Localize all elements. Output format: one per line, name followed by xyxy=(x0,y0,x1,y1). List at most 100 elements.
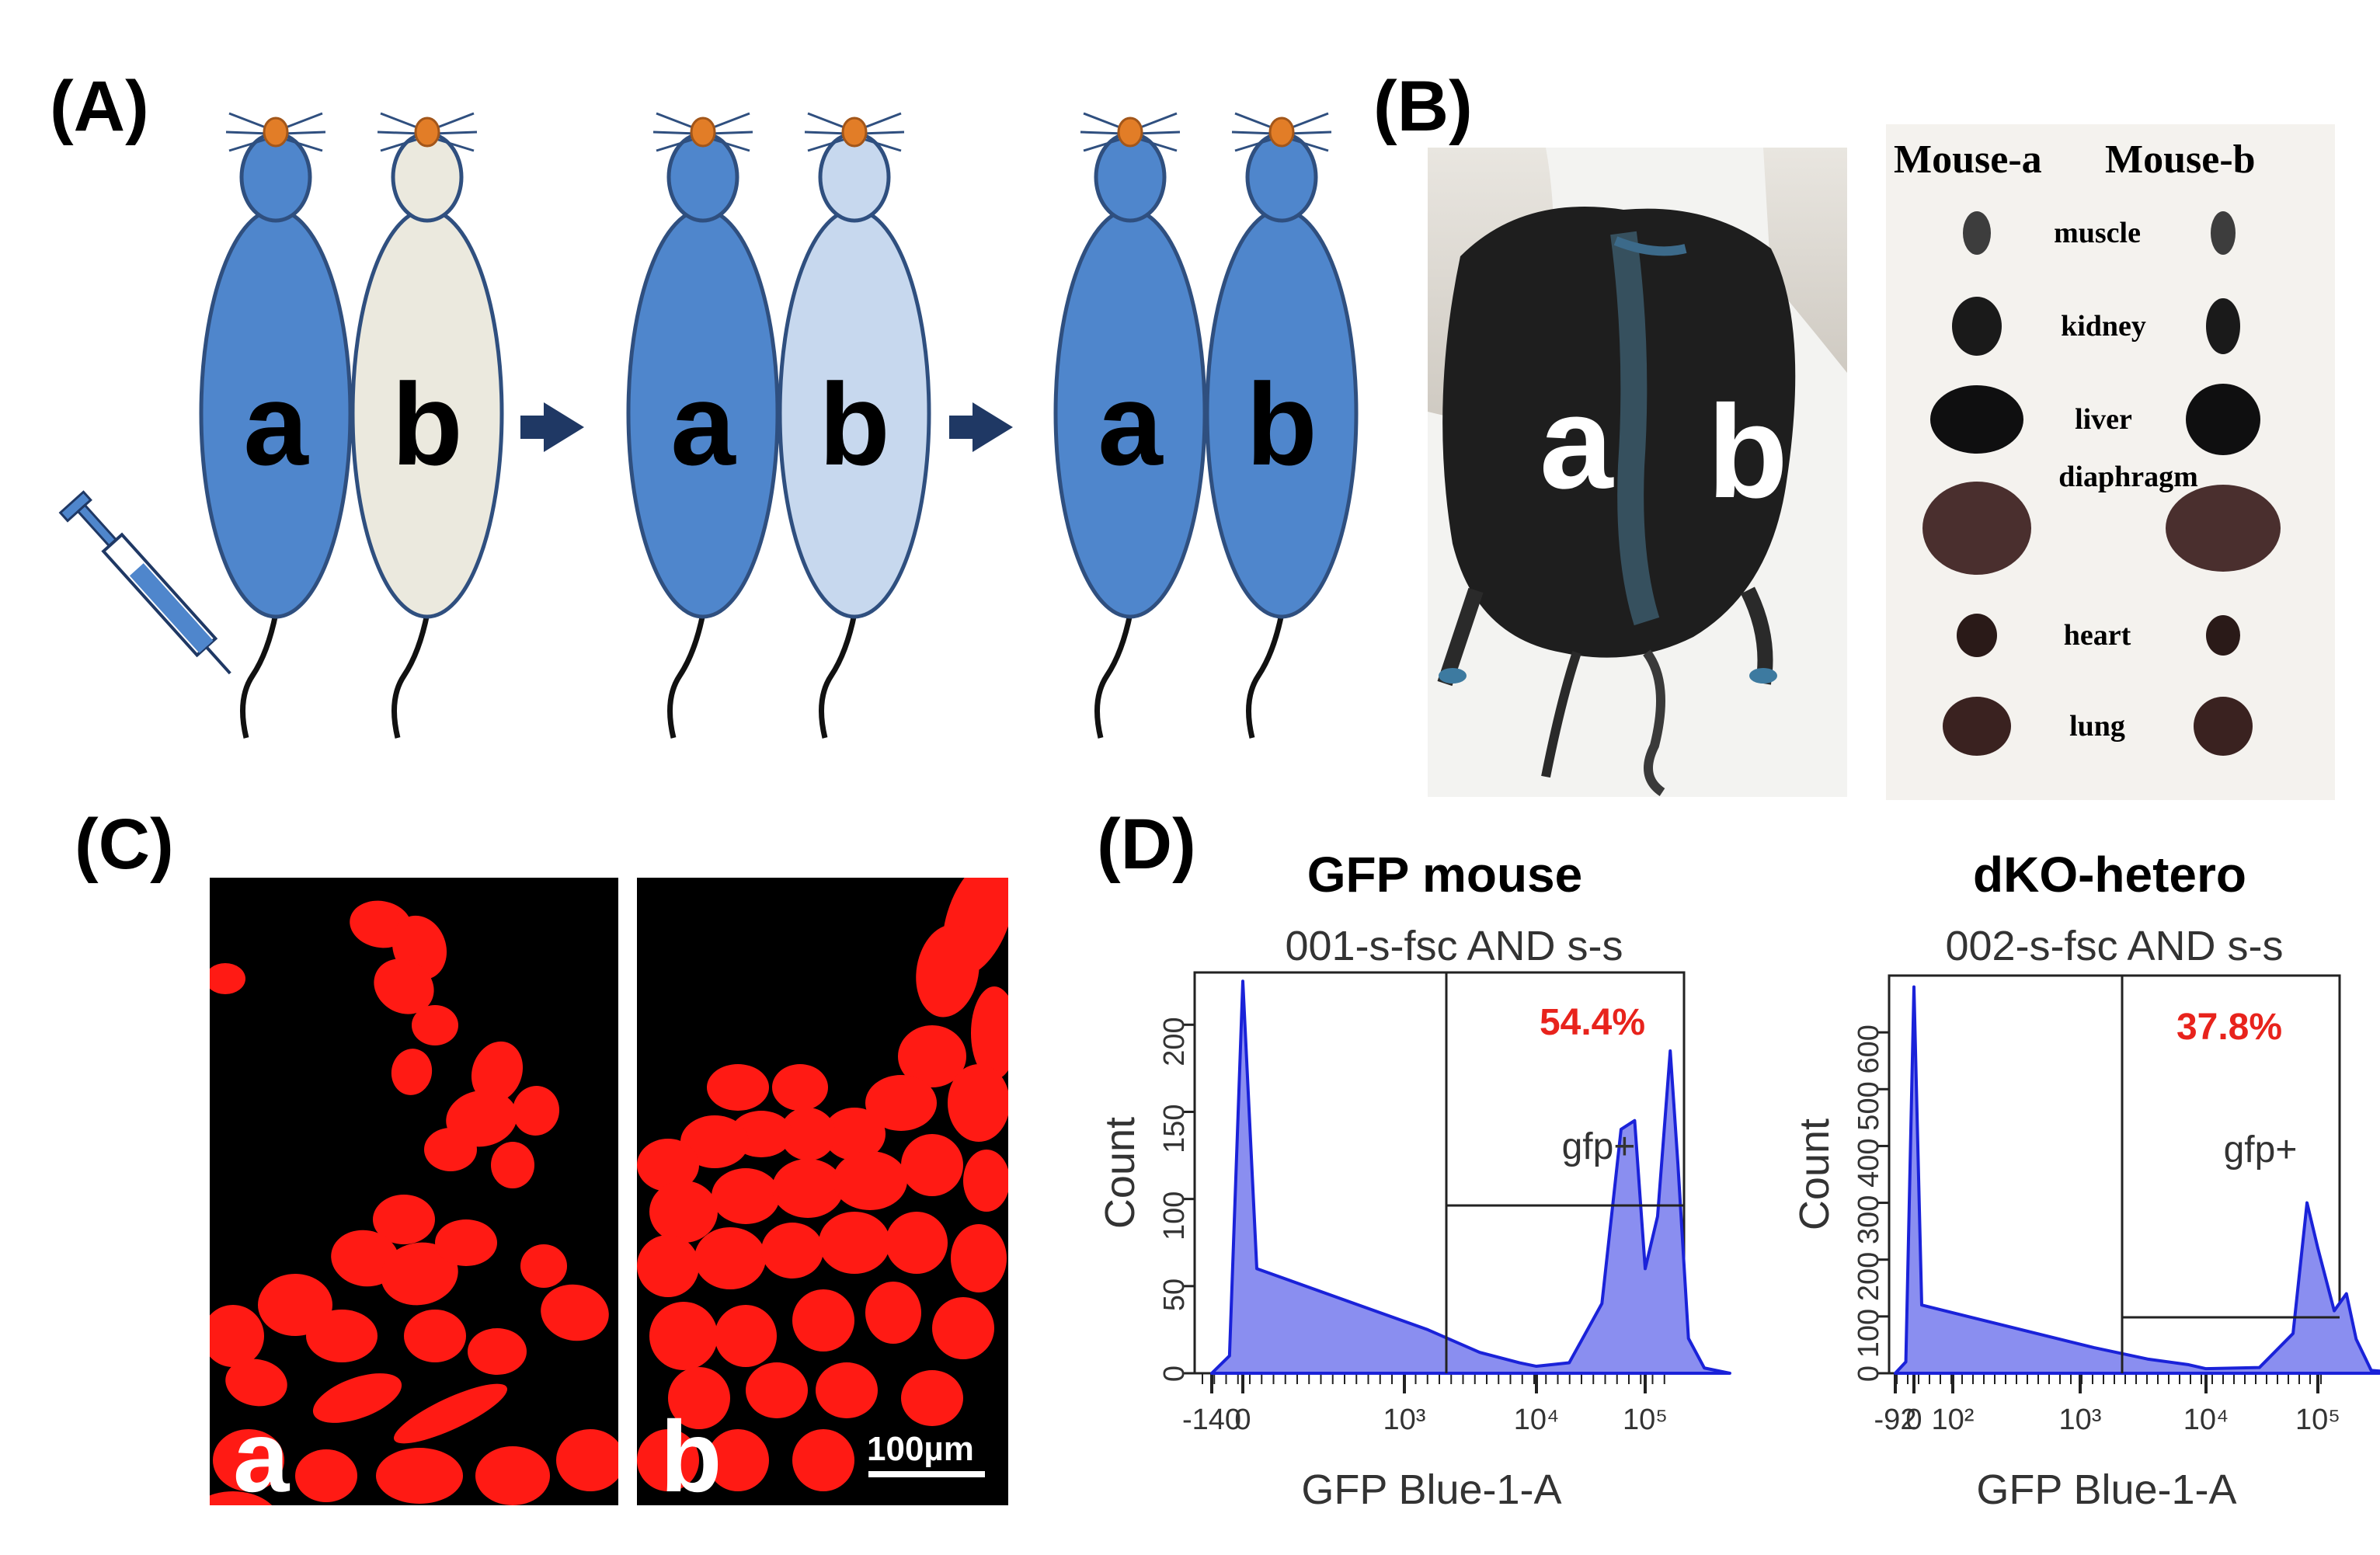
x-axis-label: GFP Blue-1-A xyxy=(1976,1466,2236,1513)
histogram-area xyxy=(1894,985,2380,1375)
panel-c: (C) a b 100µm xyxy=(75,805,1008,1513)
y-tick-label: 0 xyxy=(1158,1365,1191,1382)
fiber xyxy=(556,1429,618,1491)
fiber xyxy=(898,1025,966,1087)
mouse-nose xyxy=(690,117,716,148)
organ-sample-a xyxy=(1943,697,2011,756)
mouse-tail xyxy=(1246,613,1285,739)
histogram-subtitle: 001-s-fsc AND s-s xyxy=(1285,923,1623,969)
fiber xyxy=(963,1150,1008,1212)
fiber xyxy=(865,1282,921,1344)
fiber xyxy=(295,1449,357,1502)
fiber xyxy=(901,1134,963,1196)
fiber xyxy=(435,1219,497,1266)
y-tick-label: 0 xyxy=(1853,1365,1885,1382)
organ-label: lung xyxy=(2069,710,2125,743)
x-tick-label: -140 xyxy=(1182,1404,1241,1436)
fiber xyxy=(376,1448,463,1504)
mouse-nose xyxy=(414,117,440,148)
fiber xyxy=(707,1429,769,1491)
organ-sample-a xyxy=(1922,482,2031,575)
fiber xyxy=(951,1224,1007,1292)
fiber xyxy=(833,1151,907,1210)
micrograph-label-b: b xyxy=(660,1400,722,1513)
x-tick-label: 0 xyxy=(1905,1404,1922,1436)
fiber xyxy=(823,1108,886,1160)
mouse-label-b: b xyxy=(391,359,463,489)
fiber xyxy=(901,1370,963,1426)
y-axis-label: Count xyxy=(1791,1118,1838,1230)
y-tick-label: 50 xyxy=(1158,1278,1191,1311)
fiber xyxy=(394,1383,507,1444)
organ-row: heart xyxy=(1957,614,2240,657)
mouse-tail xyxy=(667,613,706,739)
mouse-label-a: a xyxy=(1098,359,1164,489)
x-tick-label: -92 xyxy=(1874,1404,1917,1436)
panel-label-c: (C) xyxy=(75,805,174,884)
mouse-label-a: a xyxy=(670,359,736,489)
arrow-right-icon xyxy=(520,402,584,452)
fiber xyxy=(210,1305,264,1367)
y-tick-label: 500 xyxy=(1853,1081,1885,1130)
fiber xyxy=(948,1064,1008,1142)
organ-sample-b xyxy=(2186,384,2260,455)
organ-label: kidney xyxy=(2061,310,2146,343)
fiber xyxy=(792,1289,854,1351)
fiber xyxy=(306,1310,378,1362)
fiber xyxy=(512,1086,560,1136)
y-tick-label: 100 xyxy=(1158,1191,1191,1240)
fiber xyxy=(649,1302,718,1370)
fiber xyxy=(471,1041,524,1103)
fiber xyxy=(374,958,434,1014)
fiber xyxy=(637,1235,699,1297)
histogram-title: dKO-hetero xyxy=(1973,847,2246,903)
x-tick-label: 10² xyxy=(1932,1404,1975,1436)
x-tick-label: 0 xyxy=(1234,1404,1251,1436)
fiber xyxy=(541,1284,609,1341)
fiber xyxy=(649,1181,718,1243)
fiber xyxy=(715,1305,777,1367)
organ-row: kidney xyxy=(1952,297,2240,356)
photo-label-b: b xyxy=(1707,378,1788,526)
fiber xyxy=(886,1212,948,1274)
fiber xyxy=(772,1159,844,1218)
mouse-nose xyxy=(1117,117,1143,148)
mouse-label-b: b xyxy=(819,359,890,489)
column-header-mouse-a: Mouse-a xyxy=(1894,137,2042,182)
x-tick-label: 10⁴ xyxy=(2183,1404,2229,1436)
mouse-b: b xyxy=(1205,112,1359,739)
fiber xyxy=(668,1367,730,1429)
organ-sample-b xyxy=(2206,298,2240,354)
fiber xyxy=(381,1242,458,1306)
fiber xyxy=(916,924,979,1018)
organ-sample-a xyxy=(1930,385,2023,454)
fiber xyxy=(424,1128,477,1171)
fiber xyxy=(680,1115,749,1168)
x-axis-label: GFP Blue-1-A xyxy=(1301,1466,1561,1513)
panel-label-b: (B) xyxy=(1373,67,1473,146)
y-axis-label: Count xyxy=(1097,1117,1143,1229)
gate-percentage: 54.4% xyxy=(1540,1002,1645,1043)
y-tick-label: 100 xyxy=(1853,1309,1885,1358)
mouse-tail xyxy=(1094,613,1133,739)
gate-percentage: 37.8% xyxy=(2176,1007,2282,1048)
fiber xyxy=(412,1005,458,1045)
y-tick-label: 200 xyxy=(1853,1252,1885,1301)
fiber xyxy=(210,963,245,994)
fiber xyxy=(932,1297,994,1359)
arrow-right-icon xyxy=(949,402,1013,452)
mouse-label-a: a xyxy=(243,359,309,489)
x-tick-label: 10⁵ xyxy=(2295,1404,2340,1436)
gate-label: gfp+ xyxy=(1562,1126,1636,1167)
fiber xyxy=(819,1212,890,1274)
fiber xyxy=(792,1429,854,1491)
fiber xyxy=(520,1244,567,1288)
histogram-area xyxy=(1210,979,1731,1375)
fiber xyxy=(772,1064,828,1111)
fiber xyxy=(637,1429,699,1491)
mouse-tail xyxy=(819,613,858,739)
y-tick-label: 300 xyxy=(1853,1195,1885,1244)
organ-label: muscle xyxy=(2054,217,2141,249)
fiber xyxy=(373,1195,435,1244)
